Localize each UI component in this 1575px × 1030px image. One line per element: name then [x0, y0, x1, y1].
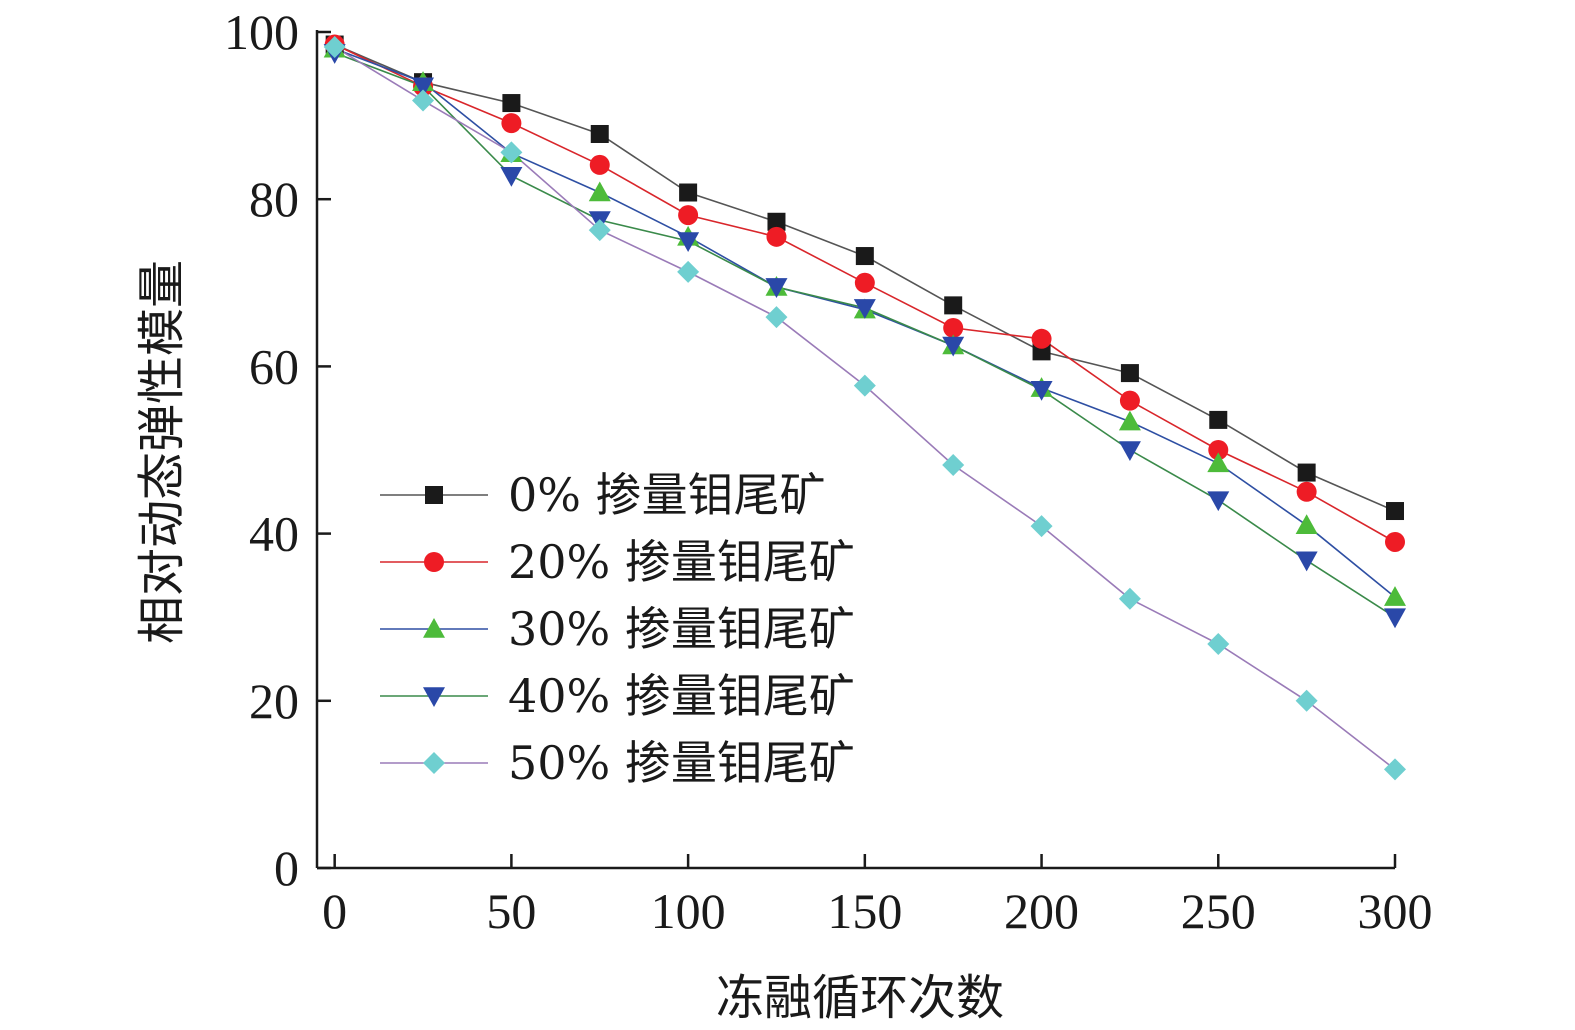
data-point — [1207, 491, 1230, 512]
legend-label: 0% 掺量钼尾矿 — [508, 468, 826, 522]
data-point — [1385, 531, 1405, 552]
x-tick-label: 50 — [486, 883, 536, 939]
data-point — [853, 299, 876, 319]
x-tick-label: 250 — [1181, 883, 1256, 939]
data-point — [1295, 689, 1318, 712]
series-marker-group — [323, 44, 1406, 629]
x-tick-label: 150 — [827, 883, 902, 939]
series-line — [334, 52, 1396, 618]
legend-item: 50% 掺量钼尾矿 — [380, 736, 855, 790]
series-line — [334, 47, 1396, 598]
data-point — [500, 166, 523, 187]
x-tick-label: 300 — [1358, 883, 1433, 939]
legend: 0% 掺量钼尾矿 20% 掺量钼尾矿 30% 掺量钼尾矿 40% 掺量钼尾矿 50% 掺… — [380, 468, 855, 790]
data-point — [1118, 441, 1141, 461]
legend-marker — [425, 486, 443, 504]
legend-item: 30% 掺量钼尾矿 — [380, 602, 855, 656]
data-point — [679, 183, 698, 202]
data-point — [1118, 587, 1141, 610]
x-tick-label: 0 — [322, 883, 347, 939]
data-point — [1384, 586, 1406, 606]
data-point — [943, 317, 964, 338]
legend-item: 40% 掺量钼尾矿 — [380, 669, 855, 723]
data-point — [766, 226, 787, 247]
data-point — [1384, 608, 1406, 629]
y-tick-label: 60 — [249, 338, 299, 394]
y-axis-title: 相对动态弹性模量 — [134, 260, 190, 644]
data-point — [589, 154, 610, 175]
data-point — [412, 89, 435, 112]
legend-marker — [424, 552, 444, 572]
data-point — [678, 205, 699, 226]
data-point — [854, 272, 875, 293]
data-point — [765, 306, 788, 329]
data-point — [1209, 410, 1228, 429]
data-point — [412, 77, 435, 98]
legend-marker — [423, 687, 445, 707]
x-tick-label: 200 — [1004, 883, 1079, 939]
data-point — [1031, 328, 1052, 349]
legend-item: 0% 掺量钼尾矿 — [380, 468, 826, 522]
x-axis-title: 冻融循环次数 — [716, 970, 1004, 1026]
y-tick-label: 0 — [274, 840, 299, 896]
data-point — [323, 36, 346, 59]
data-point — [500, 141, 523, 164]
data-point — [942, 336, 965, 357]
legend-label: 30% 掺量钼尾矿 — [508, 602, 855, 656]
y-tick-label: 100 — [224, 4, 299, 60]
data-point — [1384, 758, 1406, 781]
series-marker-group — [323, 36, 1406, 781]
data-point — [944, 296, 963, 315]
data-point — [1295, 551, 1318, 572]
y-tick-label: 20 — [249, 673, 299, 729]
data-point — [677, 260, 700, 283]
x-tick-label: 100 — [651, 883, 726, 939]
data-point — [765, 278, 788, 298]
series-marker-group — [323, 37, 1406, 606]
data-point — [1120, 364, 1139, 383]
data-point — [590, 124, 609, 143]
data-point — [588, 219, 611, 242]
legend-marker — [423, 618, 445, 638]
data-point — [1119, 390, 1140, 411]
data-point — [1118, 410, 1141, 431]
data-point — [501, 113, 522, 134]
legend-label: 20% 掺量钼尾矿 — [508, 535, 855, 589]
data-point — [1386, 502, 1404, 521]
legend-item: 20% 掺量钼尾矿 — [380, 535, 855, 589]
data-point — [588, 181, 611, 202]
data-point — [1295, 514, 1318, 535]
legend-label: 40% 掺量钼尾矿 — [508, 669, 855, 723]
legend-label: 50% 掺量钼尾矿 — [508, 736, 855, 790]
series-markers — [323, 34, 1406, 781]
data-point — [853, 374, 876, 397]
data-point — [855, 247, 874, 266]
data-point — [1207, 632, 1230, 655]
legend-marker — [423, 752, 445, 774]
y-tick-label: 40 — [249, 506, 299, 562]
data-point — [1030, 381, 1053, 401]
series-lines — [334, 43, 1396, 771]
data-point — [1296, 481, 1317, 502]
data-point — [1030, 515, 1053, 538]
data-point — [1297, 463, 1316, 482]
data-point — [767, 212, 786, 231]
series-line — [334, 46, 1396, 771]
data-point — [1207, 452, 1230, 473]
y-tick-label: 80 — [249, 171, 299, 227]
data-point — [1208, 440, 1229, 460]
data-point — [942, 454, 965, 477]
data-point — [502, 94, 521, 113]
series-line — [334, 43, 1396, 543]
data-point — [677, 232, 700, 252]
axes: 0 20 40 60 80 100 0 50 100 150 200 250 300 — [224, 4, 1433, 939]
